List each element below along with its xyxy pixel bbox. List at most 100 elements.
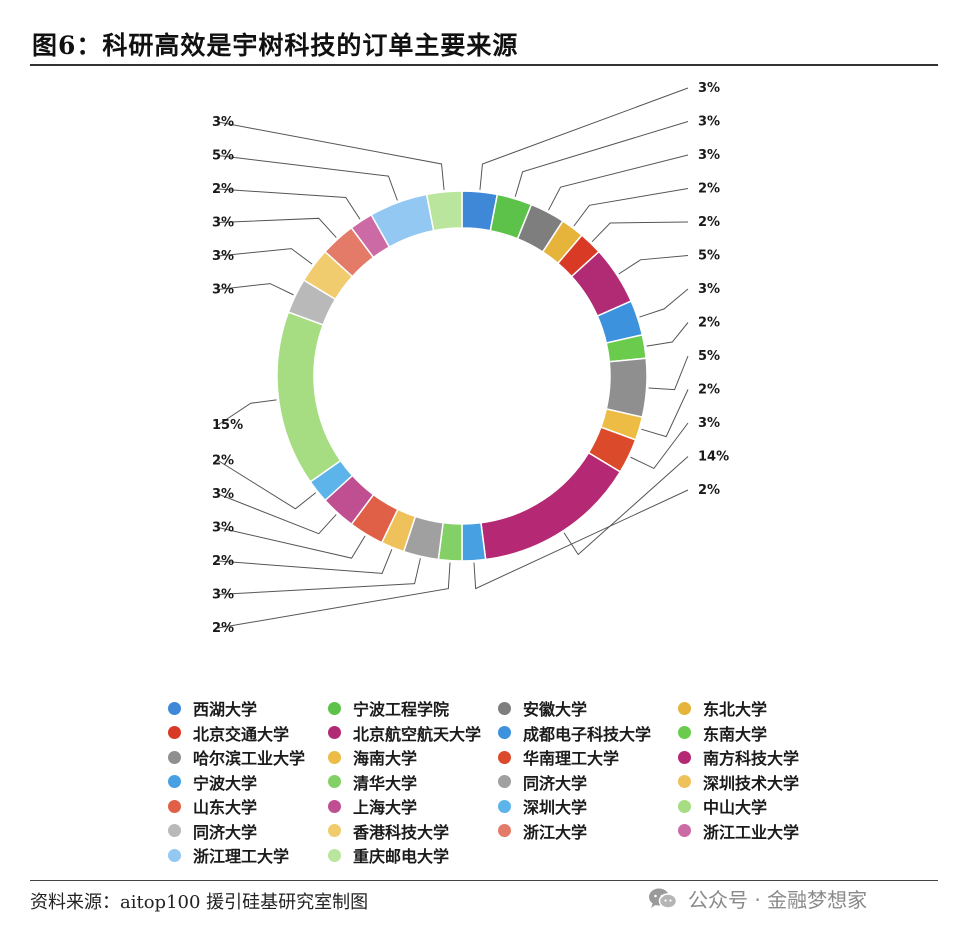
legend-item: 浙江大学	[498, 820, 587, 842]
leader-line	[217, 562, 451, 629]
legend-label: 同济大学	[193, 822, 258, 842]
legend-swatch	[328, 701, 341, 715]
legend-swatch	[678, 824, 691, 837]
legend-label: 宁波大学	[193, 773, 258, 793]
title-bar: 图6：科研高效是宇树科技的订单主要来源	[30, 22, 938, 66]
leader-line	[618, 255, 689, 275]
legend-item: 重庆邮电大学	[328, 844, 449, 866]
legend-label: 南方科技大学	[703, 749, 800, 768]
legend-label: 上海大学	[353, 798, 418, 817]
leader-line	[217, 283, 294, 296]
data-label: 2%	[212, 182, 234, 197]
data-label: 2%	[698, 316, 720, 331]
leader-line	[548, 154, 689, 211]
legend-swatch	[328, 799, 341, 813]
legend-swatch	[678, 701, 691, 715]
data-label: 2%	[698, 182, 720, 197]
data-label: 15%	[212, 418, 243, 433]
data-label: 5%	[698, 349, 720, 364]
leader-line	[641, 389, 689, 438]
legend-item: 浙江理工大学	[168, 844, 289, 866]
leader-line	[639, 288, 689, 318]
legend-swatch	[498, 824, 511, 837]
leader-line	[217, 248, 313, 265]
leader-line	[217, 121, 445, 190]
legend-label: 宁波工程学院	[353, 700, 450, 719]
legend-label: 北京航空航天大学	[353, 724, 482, 744]
leader-line	[217, 188, 361, 220]
watermark-text: 公众号 · 金融梦想家	[688, 888, 868, 912]
data-label: 3%	[212, 216, 234, 231]
legend-item: 海南大学	[328, 746, 417, 768]
footer-divider	[30, 880, 938, 881]
leader-line	[217, 493, 337, 535]
data-label: 3%	[212, 588, 234, 603]
legend-item: 宁波工程学院	[328, 697, 449, 719]
legend-item: 清华大学	[328, 771, 417, 793]
legend-item: 北京航空航天大学	[328, 722, 481, 744]
data-label: 2%	[212, 621, 234, 636]
legend-item: 中山大学	[678, 795, 767, 817]
legend-label: 东南大学	[703, 724, 768, 744]
legend-swatch	[328, 775, 341, 788]
legend-swatch	[168, 750, 181, 764]
donut-slice	[480, 451, 622, 561]
leader-line	[648, 355, 689, 391]
legend-label: 浙江大学	[523, 822, 588, 842]
legend-item: 同济大学	[498, 771, 587, 793]
legend-label: 西湖大学	[193, 700, 258, 719]
donut-slice	[276, 311, 342, 483]
donut-slice	[605, 357, 648, 419]
data-label: 3%	[698, 81, 720, 96]
legend-label: 山东大学	[193, 798, 258, 817]
leader-line	[479, 87, 689, 190]
legend-label: 哈尔滨工业大学	[193, 749, 306, 768]
legend-label: 安徽大学	[523, 700, 588, 719]
data-label: 3%	[212, 283, 234, 298]
data-label: 3%	[698, 282, 720, 297]
legend-swatch	[678, 750, 691, 764]
legend-label: 香港科技大学	[353, 822, 450, 842]
legend-swatch	[168, 848, 181, 862]
leader-line	[217, 155, 398, 201]
donut-slice	[461, 521, 487, 562]
legend-item: 哈尔滨工业大学	[168, 746, 305, 768]
source-note: 资料来源：aitop100 援引硅基研究室制图	[30, 892, 369, 913]
legend-swatch	[168, 701, 181, 715]
data-label: 2%	[698, 483, 720, 498]
leader-line	[563, 456, 689, 556]
legend-swatch	[168, 824, 181, 837]
leader-line	[630, 422, 689, 470]
legend-label: 深圳大学	[523, 798, 588, 817]
data-label: 3%	[212, 249, 234, 264]
data-label: 2%	[212, 554, 234, 569]
legend-item: 深圳技术大学	[678, 771, 799, 793]
leader-line	[217, 399, 277, 426]
legend-label: 清华大学	[353, 773, 418, 793]
legend-swatch	[678, 799, 691, 813]
legend-item: 南方科技大学	[678, 746, 799, 768]
legend-item: 同济大学	[168, 820, 257, 842]
legend-label: 海南大学	[353, 749, 418, 768]
leader-line	[514, 121, 689, 197]
donut-slice	[425, 190, 463, 232]
leader-line	[217, 460, 317, 510]
legend-label: 重庆邮电大学	[353, 847, 450, 866]
data-label: 2%	[698, 383, 720, 398]
leader-line	[473, 489, 689, 590]
legend-item: 东北大学	[678, 697, 767, 719]
data-label: 5%	[698, 249, 720, 264]
legend-label: 东北大学	[703, 700, 768, 719]
leader-line	[591, 221, 689, 243]
data-label: 3%	[212, 487, 234, 502]
legend-label: 深圳技术大学	[703, 773, 800, 793]
legend-swatch	[498, 726, 511, 739]
page-title: 图6：科研高效是宇树科技的订单主要来源	[32, 31, 519, 60]
legend-swatch	[328, 726, 341, 739]
legend-item: 北京交通大学	[168, 722, 289, 744]
legend-swatch	[328, 750, 341, 764]
legend-label: 浙江理工大学	[193, 847, 290, 866]
data-label: 2%	[212, 454, 234, 469]
legend-item: 宁波大学	[168, 771, 257, 793]
leader-line	[217, 558, 421, 595]
